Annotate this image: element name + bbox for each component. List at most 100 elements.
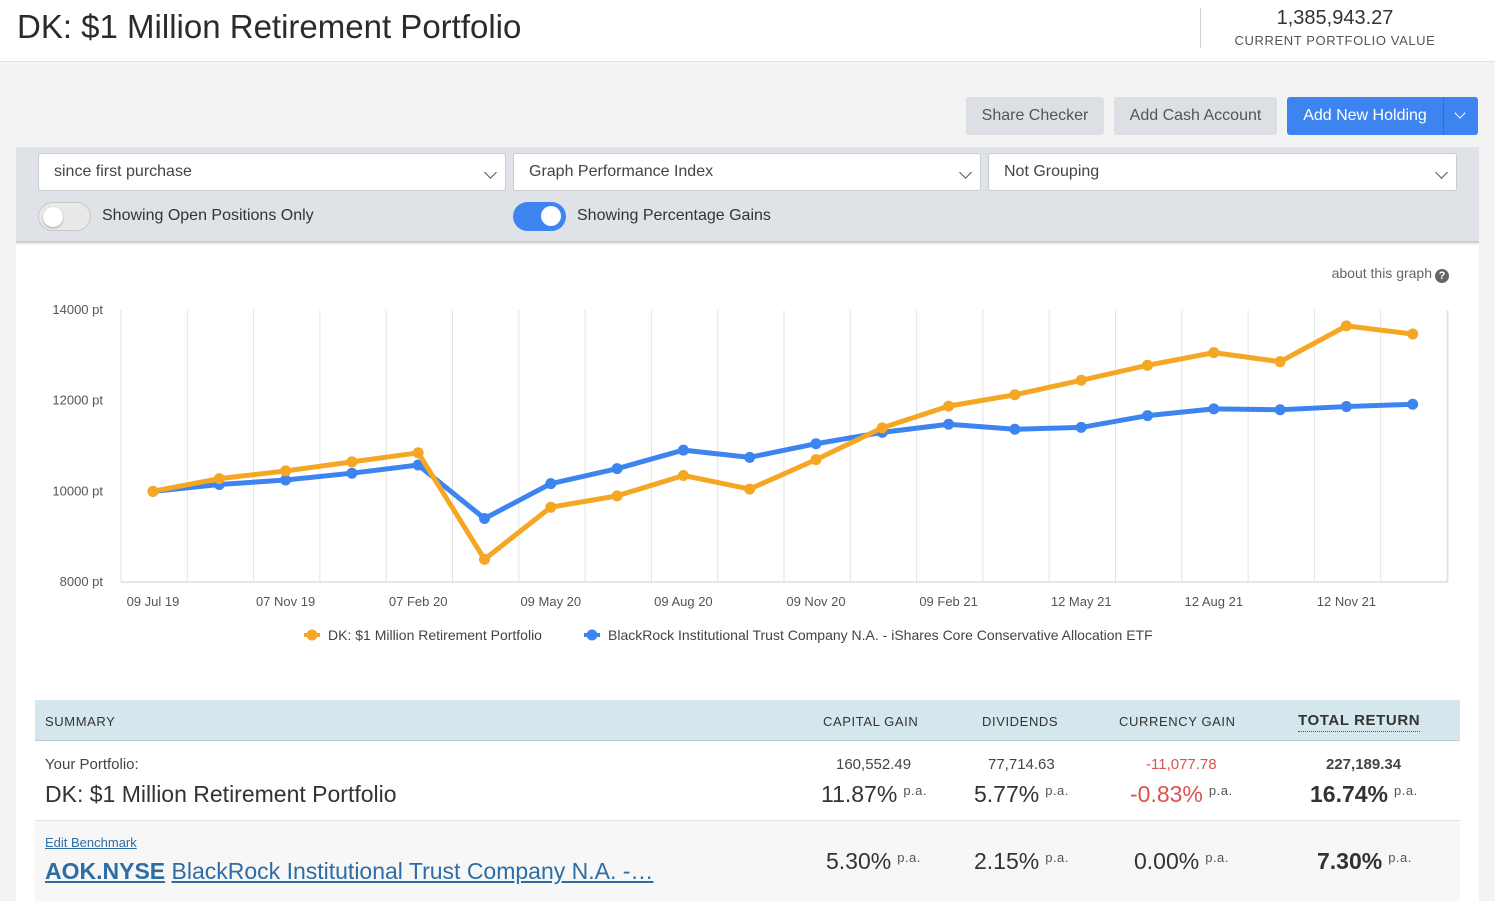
pa-label: p.a. [1208,783,1233,798]
data-point [1208,347,1220,359]
data-point [147,485,159,497]
x-tick-label: 09 Aug 20 [654,594,713,609]
x-tick-label: 12 May 21 [1051,594,1112,609]
total-return-pct-value: 16.74% [1310,781,1389,807]
current-portfolio-value-label: CURRENT PORTFOLIO VALUE [1234,33,1436,48]
x-tick-label: 12 Aug 21 [1185,594,1244,609]
y-tick-label: 10000 pt [52,483,103,498]
pa-label: p.a. [903,783,927,798]
chevron-down-icon [1454,107,1466,119]
capital-gain-amount: 160,552.49 [836,756,912,773]
total-return-pct: 16.74% p.a. [1310,781,1418,808]
toggle-knob [43,207,63,227]
data-point [1340,401,1352,413]
currency-gain-pct: -0.83% p.a. [1130,781,1233,808]
total-return-amount: 227,189.34 [1326,756,1402,773]
grouping-select-value: Not Grouping [1004,163,1100,180]
chevron-down-icon [484,166,497,179]
currency-gain-amount: -11,077.78 [1146,756,1217,773]
add-holding-dropdown-button[interactable] [1443,97,1478,135]
share-checker-button[interactable]: Share Checker [966,97,1104,135]
data-point [810,454,822,466]
data-point [545,501,557,513]
benchmark-name-link[interactable]: BlackRock Institutional Trust Company N.… [171,858,654,884]
data-point [943,400,955,412]
period-select-value: since first purchase [54,163,192,180]
x-tick-label: 09 Feb 21 [919,594,978,609]
header-divider [1200,8,1201,48]
graph-type-select[interactable]: Graph Performance Index [513,153,981,191]
x-tick-label: 12 Nov 21 [1317,594,1376,609]
about-graph-link[interactable]: about this graph? [1332,265,1449,283]
legend-marker [586,629,598,641]
total-return-header[interactable]: TOTAL RETURN [1298,712,1421,732]
data-point [412,447,424,459]
benchmark-dividends-pct: 2.15% p.a. [974,848,1069,875]
benchmark-ticker-link[interactable]: AOK.NYSE [45,858,166,884]
data-point [1340,320,1352,332]
pa-label: p.a. [1205,850,1229,865]
your-portfolio-label: Your Portfolio: [45,756,139,773]
about-graph-text: about this graph [1331,265,1432,281]
benchmark-capital-gain-value: 5.30% [826,848,892,874]
data-point [943,418,955,430]
pa-label: p.a. [897,850,921,865]
edit-benchmark-link[interactable]: Edit Benchmark [45,835,137,850]
open-positions-label: Showing Open Positions Only [102,207,314,224]
dividends-pct: 5.77% p.a. [974,781,1069,808]
legend-marker [306,629,318,641]
benchmark-currency-gain-pct: 0.00% p.a. [1134,848,1229,875]
data-point [677,444,689,456]
data-point [280,474,292,486]
performance-chart: 14000 pt 12000 pt 10000 pt 8000 pt 09 Jul 19… [52,302,1449,643]
legend-label: BlackRock Institutional Trust Company N.… [608,627,1153,643]
current-portfolio-value: 1,385,943.27 [1276,7,1394,29]
top-header: DK: $1 Million Retirement Portfolio 1,38… [0,0,1495,62]
data-point [744,451,756,463]
benchmark-total-return-pct: 7.30% p.a. [1317,848,1412,875]
data-point [1142,410,1153,422]
portfolio-name: DK: $1 Million Retirement Portfolio [45,781,397,807]
data-point [479,513,490,525]
currency-gain-pct-value: -0.83% [1130,781,1203,807]
data-point [280,465,292,477]
add-cash-account-button[interactable]: Add Cash Account [1114,97,1277,135]
grouping-select[interactable]: Not Grouping [988,153,1457,191]
data-point [611,490,623,502]
dividends-amount: 77,714.63 [988,756,1055,773]
portfolio-summary-row: Your Portfolio: DK: $1 Million Retiremen… [35,741,1460,821]
summary-header: SUMMARY CAPITAL GAIN DIVIDENDS CURRENCY … [35,700,1460,741]
data-point [611,463,623,475]
capital-gain-header: CAPITAL GAIN [823,714,919,729]
period-select[interactable]: since first purchase [38,153,506,191]
capital-gain-pct: 11.87% p.a. [821,781,927,808]
data-point [1075,421,1087,433]
benchmark-dividends-value: 2.15% [974,848,1040,874]
dividends-header: DIVIDENDS [982,714,1059,729]
data-point [1407,398,1419,410]
pa-label: p.a. [1045,783,1069,798]
add-new-holding-button[interactable]: Add New Holding [1287,97,1443,135]
data-point [876,422,888,434]
data-point [1407,328,1419,340]
open-positions-toggle[interactable] [38,202,91,231]
legend-label: DK: $1 Million Retirement Portfolio [328,627,542,643]
percentage-gains-toggle[interactable] [513,202,566,231]
x-tick-label: 07 Feb 20 [389,594,448,609]
percentage-gains-label: Showing Percentage Gains [577,207,771,224]
graph-type-select-value: Graph Performance Index [529,163,714,180]
y-tick-label: 14000 pt [52,302,103,317]
chevron-down-icon [1435,166,1448,179]
benchmark-name: AOK.NYSE BlackRock Institutional Trust C… [45,858,653,885]
pa-label: p.a. [1388,850,1412,865]
capital-gain-pct-value: 11.87% [821,781,898,807]
summary-header-label: SUMMARY [45,714,116,729]
dividends-pct-value: 5.77% [974,781,1040,807]
x-tick-label: 09 Nov 20 [786,594,845,609]
currency-gain-header: CURRENCY GAIN [1119,714,1236,729]
filter-panel: since first purchase Graph Performance I… [16,147,1479,243]
series-line [152,323,1414,562]
data-point [412,459,424,471]
x-tick-label: 09 May 20 [520,594,581,609]
page-title: DK: $1 Million Retirement Portfolio [17,8,522,45]
